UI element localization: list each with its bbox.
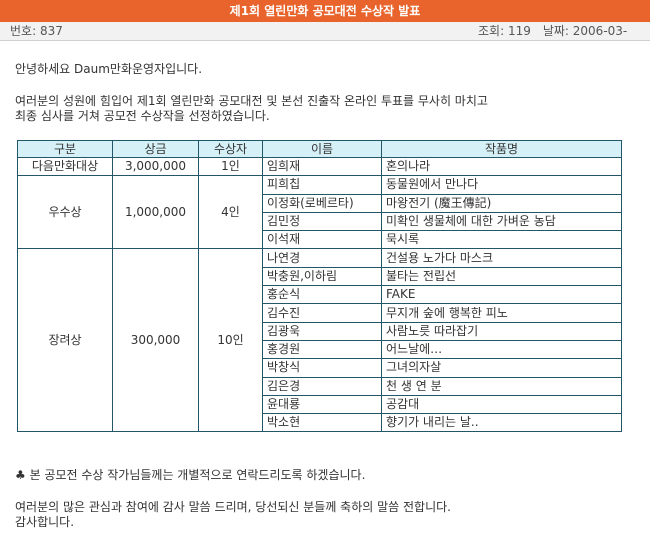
- work-title: 불타는 전립선: [381, 266, 622, 287]
- prize-amount: 3,000,000: [112, 156, 199, 177]
- table-row: 윤대룡 공감대: [18, 394, 622, 415]
- winner-count: 10인: [198, 248, 263, 433]
- prize-amount: 300,000: [112, 248, 199, 433]
- award-category: 장려상: [17, 248, 113, 433]
- table-row: 홍경원 어느날에…: [18, 339, 622, 360]
- work-title: 혼의나라: [381, 156, 622, 177]
- table-row: 홍순식 FAKE: [18, 285, 622, 305]
- page-title: 제1회 열린만화 공모대전 수상작 발표: [0, 0, 650, 22]
- table-row: 이석재 묵시록: [18, 230, 622, 250]
- winner-name: 김은경: [262, 376, 382, 396]
- column-header: 수상자: [198, 140, 263, 158]
- winner-name: 임희재: [262, 156, 382, 177]
- winner-name: 이석재: [262, 230, 382, 250]
- winner-name: 김민정: [262, 211, 382, 232]
- intro-line: 여러분의 성원에 힘입어 제1회 열린만화 공모대전 및 본선 진출작 온라인 …: [15, 94, 488, 108]
- info-bar: 번호: 837 조회: 119 날짜: 2006-03-: [0, 22, 650, 41]
- column-header: 상금: [112, 140, 199, 158]
- work-title: 공감대: [381, 394, 622, 415]
- award-category: 다음만화대상: [17, 156, 113, 177]
- greeting: 안녕하세요 Daum만화운영자입니다.: [15, 62, 203, 76]
- winner-name: 홍경원: [262, 339, 382, 360]
- winner-name: 박창식: [262, 358, 382, 378]
- work-title: 미확인 생물체에 대한 가벼운 농담: [381, 211, 622, 232]
- work-title: 마왕전기 (魔王傳記): [381, 193, 622, 213]
- winners-table: 구분 상금 수상자 이름 작품명 다음만화대상 3,000,000 1인 임희재 혼의나라 우수상…: [17, 140, 622, 433]
- work-title: 건설용 노가다 마스크: [381, 248, 622, 268]
- winner-name: 나연경: [262, 248, 382, 268]
- closing-line: 여러분의 많은 관심과 참여에 감사 말씀 드리며, 당선되신 분들께 축하의 …: [15, 500, 451, 514]
- winner-name: 이정화(로베르타): [262, 193, 382, 213]
- closing-line: 감사합니다.: [15, 515, 75, 529]
- work-title: 어느날에…: [381, 339, 622, 360]
- winner-name: 피희칩: [262, 175, 382, 195]
- work-title: 동물원에서 만나다: [381, 175, 622, 195]
- post-date: 날짜: 2006-03-: [542, 24, 628, 38]
- work-title: 무지개 숲에 행복한 피노: [381, 303, 622, 323]
- view-count: 조회: 119: [478, 24, 531, 38]
- work-title: 묵시록: [381, 230, 622, 250]
- work-title: 향기가 내리는 날..: [381, 413, 622, 433]
- column-header: 이름: [262, 140, 382, 158]
- intro-line: 최종 심사를 거쳐 공모전 수상작을 선정하였습니다.: [15, 109, 270, 123]
- work-title: 그녀의자살: [381, 358, 622, 378]
- table-row: 우수상 1,000,000 4인 피희칩 동물원에서 만나다: [17, 175, 622, 250]
- table-row: 김은경 천 생 연 분: [18, 376, 622, 396]
- post-number: 번호: 837: [10, 24, 63, 38]
- winner-name: 박소현: [262, 413, 382, 433]
- column-header: 작품명: [381, 140, 622, 158]
- table-body: 다음만화대상 3,000,000 1인 임희재 혼의나라 우수상 1,000,000 4인 피희…: [17, 156, 622, 433]
- column-header: 구분: [17, 140, 113, 158]
- table-row: 장려상 300,000 10인 나연경 건설용 노가다 마스크: [17, 248, 622, 433]
- winner-count: 1인: [198, 156, 263, 177]
- meta: 조회: 119 날짜: 2006-03-: [478, 22, 639, 40]
- winner-name: 윤대룡: [262, 394, 382, 415]
- prize-amount: 1,000,000: [112, 175, 199, 250]
- table-row: 박소현 향기가 내리는 날..: [18, 413, 622, 433]
- winner-count: 4인: [198, 175, 263, 250]
- table-row: 다음만화대상 3,000,000 1인 임희재 혼의나라: [17, 156, 622, 177]
- winner-name: 김광욱: [262, 321, 382, 341]
- notice: ♣ 본 공모전 수상 작가님들께는 개별적으로 연락드리도록 하겠습니다.: [15, 468, 366, 482]
- work-title: 사람노릇 따라잡기: [381, 321, 622, 341]
- work-title: FAKE: [381, 285, 622, 305]
- award-category: 우수상: [17, 175, 113, 250]
- table-row: 박창식 그녀의자살: [18, 358, 622, 378]
- work-title: 천 생 연 분: [381, 376, 622, 396]
- header-row: 구분 상금 수상자 이름 작품명: [17, 140, 622, 158]
- table-row: 김광욱 사람노릇 따라잡기: [18, 321, 622, 341]
- winner-name: 홍순식: [262, 285, 382, 305]
- winner-name: 박충원,이하림: [262, 266, 382, 287]
- winner-name: 김수진: [262, 303, 382, 323]
